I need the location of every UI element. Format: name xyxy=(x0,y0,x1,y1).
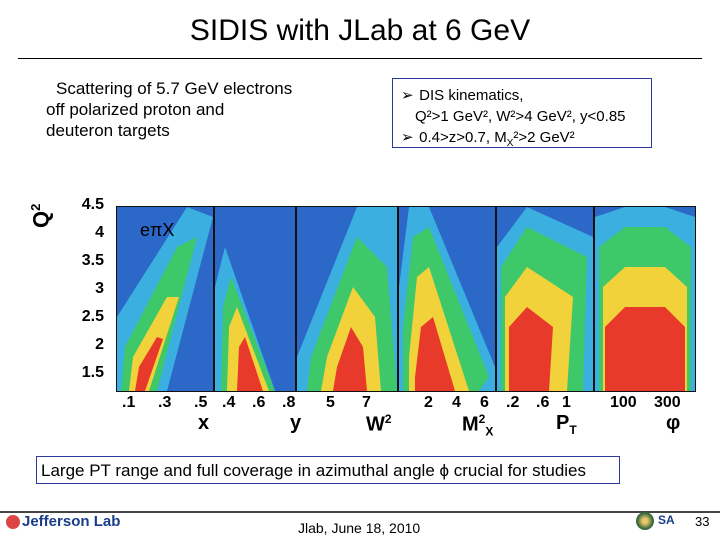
y-tick: 4.5 xyxy=(81,196,104,213)
x-tick: 100 xyxy=(610,394,637,411)
x-tick: .6 xyxy=(252,394,266,411)
y-axis-label: Q2 xyxy=(28,204,54,228)
title-divider xyxy=(18,58,702,59)
x-tick: .5 xyxy=(194,394,208,411)
logo-mark-icon xyxy=(6,515,20,530)
kinematics-box: ➢ DIS kinematics, Q²>1 GeV², W²>4 GeV², … xyxy=(392,78,652,149)
x-tick: 2 xyxy=(424,394,433,411)
plot-panel-w2 xyxy=(296,206,398,392)
x-tick: 4 xyxy=(452,394,461,411)
kinematics-z-cut: 0.4>z>0.7, M xyxy=(419,129,507,146)
plot-panel-mx2 xyxy=(398,206,496,392)
kinematics-cuts: Q²>1 GeV², W²>4 GeV², y<0.85 xyxy=(415,108,626,125)
footer-date: Jlab, June 18, 2010 xyxy=(298,520,421,536)
x-tick: .3 xyxy=(158,394,172,411)
y-tick: 3 xyxy=(95,280,104,297)
y-tick: 2 xyxy=(95,336,104,353)
x-axis-label: PT xyxy=(556,412,577,437)
reaction-label: eπX xyxy=(140,220,175,240)
seal-icon xyxy=(636,512,654,530)
x-axis-label-sub: T xyxy=(569,423,577,437)
kinematics-sub: X xyxy=(506,138,514,149)
logo-text: Jefferson Lab xyxy=(22,513,121,530)
conclusion-box: Large PT range and full coverage in azim… xyxy=(36,456,620,484)
x-tick: 6 xyxy=(480,394,489,411)
y-tick: 2.5 xyxy=(81,308,104,325)
x-axis-label: x xyxy=(198,412,210,434)
arrow-bullet-icon: ➢ xyxy=(401,87,414,104)
org-logo: SA xyxy=(658,513,675,527)
y-tick: 1.5 xyxy=(81,364,104,381)
description-text: Scattering of 5.7 GeV electrons off pola… xyxy=(46,78,346,141)
arrow-bullet-icon: ➢ xyxy=(401,129,414,146)
plot-panel-pt xyxy=(496,206,594,392)
kinematics-tail: ²>2 GeV² xyxy=(513,129,575,146)
x-axis-label-sup: 2 xyxy=(384,412,392,426)
y-axis-label-sup: 2 xyxy=(28,203,43,211)
x-tick: .6 xyxy=(536,394,550,411)
plot-panel-phi xyxy=(594,206,696,392)
page-number: 33 xyxy=(695,514,710,529)
x-tick: 5 xyxy=(326,394,335,411)
kinematics-heading: DIS kinematics, xyxy=(419,87,524,104)
heatmap-mx2 xyxy=(399,207,495,391)
plot-panel-y xyxy=(214,206,296,392)
jefferson-lab-logo: Jefferson Lab xyxy=(6,513,120,530)
description-line: Scattering of 5.7 GeV electrons xyxy=(56,79,293,98)
x-tick: 7 xyxy=(362,394,371,411)
description-line: deuteron targets xyxy=(46,121,170,140)
x-axis-label-sup: 2 xyxy=(478,412,486,426)
y-tick: 4 xyxy=(95,224,104,241)
heatmap-x xyxy=(117,207,213,391)
x-axis-label-text: M xyxy=(462,413,479,436)
plot-panel-x xyxy=(116,206,214,392)
x-axis-label: M2X xyxy=(462,412,493,439)
x-axis-label: φ xyxy=(666,412,681,434)
y-tick: 3.5 xyxy=(81,252,104,269)
x-tick: 1 xyxy=(562,394,571,411)
heatmap-phi xyxy=(595,207,695,391)
heatmap-w2 xyxy=(297,207,397,391)
x-tick: .1 xyxy=(122,394,136,411)
y-axis-label-text: Q xyxy=(28,210,54,228)
x-axis-label: y xyxy=(290,412,302,434)
x-axis-label-sub: X xyxy=(485,424,494,439)
x-axis-label-text: P xyxy=(556,412,570,434)
heatmap-pt xyxy=(497,207,593,391)
x-axis-label-text: W xyxy=(366,413,385,436)
heatmap-y xyxy=(215,207,295,391)
description-line: off polarized proton and xyxy=(46,100,225,119)
x-tick: 300 xyxy=(654,394,681,411)
x-axis-label: W2 xyxy=(366,412,392,437)
slide-title: SIDIS with JLab at 6 GeV xyxy=(189,14,531,47)
x-tick: .2 xyxy=(506,394,520,411)
x-tick: .8 xyxy=(282,394,296,411)
footer-divider xyxy=(0,511,720,513)
x-tick: .4 xyxy=(222,394,236,411)
